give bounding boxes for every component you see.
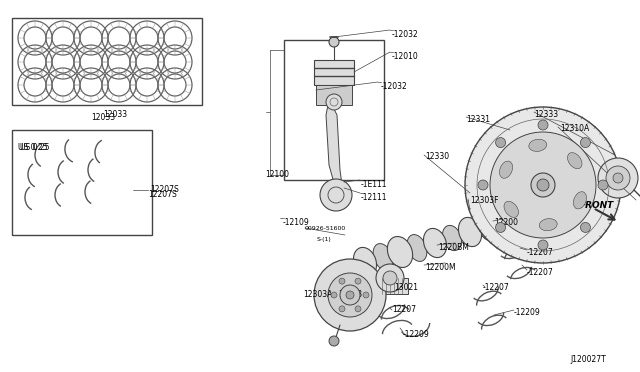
Circle shape: [538, 240, 548, 250]
Circle shape: [478, 180, 488, 190]
Ellipse shape: [442, 225, 461, 251]
Text: 12333: 12333: [534, 110, 558, 119]
Text: -12032: -12032: [381, 82, 408, 91]
Circle shape: [331, 292, 337, 298]
Circle shape: [314, 259, 386, 331]
Ellipse shape: [424, 228, 447, 257]
Ellipse shape: [373, 244, 393, 270]
Circle shape: [339, 306, 345, 312]
Bar: [314, 60, 354, 85]
Text: 12303A: 12303A: [303, 290, 332, 299]
Circle shape: [355, 306, 361, 312]
Text: 12330: 12330: [425, 152, 449, 161]
Circle shape: [598, 158, 638, 198]
Circle shape: [495, 222, 506, 232]
Text: -12207: -12207: [527, 248, 554, 257]
Circle shape: [320, 179, 352, 211]
Ellipse shape: [478, 215, 496, 241]
Circle shape: [537, 179, 549, 191]
Text: -12209: -12209: [403, 330, 429, 339]
Text: 12200: 12200: [494, 218, 518, 227]
Bar: [284, 40, 384, 180]
Ellipse shape: [540, 219, 557, 231]
Circle shape: [328, 273, 372, 317]
Text: J120027T: J120027T: [570, 355, 605, 364]
Circle shape: [495, 138, 506, 148]
Circle shape: [346, 291, 354, 299]
Text: 1220BM: 1220BM: [438, 243, 469, 252]
Circle shape: [376, 264, 404, 292]
Circle shape: [340, 285, 360, 305]
Text: 12331: 12331: [466, 115, 490, 124]
Ellipse shape: [529, 139, 547, 151]
Circle shape: [329, 336, 339, 346]
Bar: [12, 130, 152, 235]
Text: 12100: 12100: [265, 170, 289, 179]
Ellipse shape: [353, 247, 376, 277]
Text: -12109: -12109: [283, 218, 310, 227]
Circle shape: [538, 120, 548, 130]
Text: 12207S: 12207S: [150, 186, 179, 195]
Bar: [12, 18, 202, 105]
Circle shape: [490, 132, 596, 238]
Text: 13021: 13021: [394, 283, 418, 292]
Circle shape: [580, 138, 591, 148]
Ellipse shape: [499, 161, 513, 178]
Text: 12207S: 12207S: [148, 190, 177, 199]
Ellipse shape: [495, 208, 516, 235]
Text: 00926-51600: 00926-51600: [305, 226, 346, 231]
Circle shape: [613, 173, 623, 183]
Circle shape: [355, 278, 361, 284]
Ellipse shape: [458, 217, 481, 247]
Text: 12310A: 12310A: [560, 124, 589, 133]
Circle shape: [598, 180, 608, 190]
Ellipse shape: [504, 201, 518, 217]
Text: -12032: -12032: [392, 30, 419, 39]
Text: 12033: 12033: [91, 113, 115, 122]
Circle shape: [580, 222, 591, 232]
Text: US 0.25: US 0.25: [20, 143, 49, 152]
Circle shape: [465, 107, 621, 263]
Circle shape: [531, 173, 555, 197]
Text: 12207: 12207: [392, 305, 416, 314]
Text: FRONT: FRONT: [580, 201, 614, 209]
Text: -12111: -12111: [361, 193, 387, 202]
Circle shape: [339, 278, 345, 284]
Circle shape: [363, 292, 369, 298]
Text: US 0.25: US 0.25: [18, 143, 47, 152]
Text: 12303: 12303: [338, 290, 362, 299]
Ellipse shape: [568, 153, 582, 169]
Text: -12010: -12010: [392, 52, 419, 61]
Circle shape: [326, 94, 342, 110]
Text: -12207: -12207: [527, 268, 554, 277]
Circle shape: [329, 37, 339, 47]
Circle shape: [606, 166, 630, 190]
Bar: [378, 278, 408, 294]
Text: -12209: -12209: [514, 308, 541, 317]
Ellipse shape: [407, 235, 427, 262]
Text: 12200M: 12200M: [425, 263, 456, 272]
Text: -1E111: -1E111: [361, 180, 387, 189]
Ellipse shape: [387, 237, 413, 267]
Text: 12303F: 12303F: [470, 196, 499, 205]
Ellipse shape: [573, 192, 586, 209]
Circle shape: [383, 271, 397, 285]
Polygon shape: [326, 105, 342, 190]
Bar: [316, 85, 352, 105]
Text: 12033: 12033: [103, 110, 127, 119]
Text: S-(1): S-(1): [317, 237, 332, 242]
Text: -12207: -12207: [483, 283, 509, 292]
